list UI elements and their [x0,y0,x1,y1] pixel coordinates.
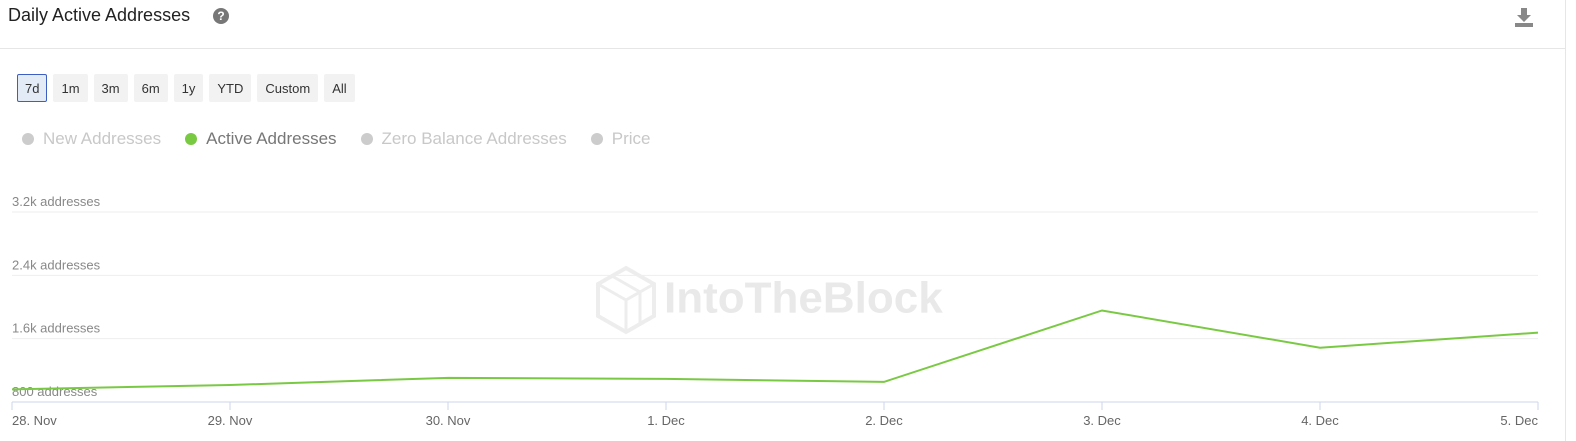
download-icon[interactable] [1512,5,1536,29]
x-tick-label: 30. Nov [426,413,471,428]
legend: New Addresses Active Addresses Zero Balanc… [22,129,650,149]
range-button[interactable]: 6m [133,74,168,102]
legend-item[interactable]: Active Addresses [185,129,337,149]
legend-label: New Addresses [43,129,162,148]
range-button[interactable]: 7d [17,74,48,102]
range-button[interactable]: 3m [93,74,128,102]
legend-dot [185,133,198,145]
y-tick-label: 3.2k addresses [12,194,101,209]
legend-label: Price [611,129,651,148]
range-button[interactable]: 1y [173,74,204,102]
title: Daily Active Addresses [8,5,191,25]
legend-item[interactable]: Price [590,129,651,149]
watermark: IntoTheBlock [664,274,943,323]
x-tick-label: 29. Nov [208,413,253,428]
separator [1565,0,1566,441]
x-tick-label: 1. Dec [647,413,685,428]
legend-dot [22,133,34,145]
chart: IntoTheBlock 800 addresses 1.6k addresses… [11,194,1539,428]
y-tick-label: 800 addresses [12,384,98,399]
range-button[interactable]: 1m [53,74,88,102]
legend-dot [360,133,373,145]
x-tick-label: 4. Dec [1301,413,1339,428]
range-buttons: 7d 1m 3m 6m 1y YTD Custom All [17,74,355,102]
y-tick-label: 2.4k addresses [12,257,101,272]
x-tick-label: 3. Dec [1083,413,1121,428]
range-button[interactable]: YTD [209,74,252,102]
range-button[interactable]: All [324,74,355,102]
range-button[interactable]: Custom [257,74,319,102]
watermark-logo [596,265,656,335]
legend-label: Zero Balance Addresses [381,129,567,148]
legend-item[interactable]: New Addresses [22,129,161,149]
separator [0,48,1566,49]
legend-label: Active Addresses [206,129,337,148]
x-tick-label: 2. Dec [865,413,903,428]
y-tick-label: 1.6k addresses [12,321,101,336]
x-tick-label: 5. Dec [1500,413,1538,428]
help-icon[interactable]: ? [213,8,229,24]
legend-item[interactable]: Zero Balance Addresses [360,129,567,149]
x-tick-label: 28. Nov [12,413,57,428]
data-line [11,309,1539,391]
legend-dot [590,133,603,145]
